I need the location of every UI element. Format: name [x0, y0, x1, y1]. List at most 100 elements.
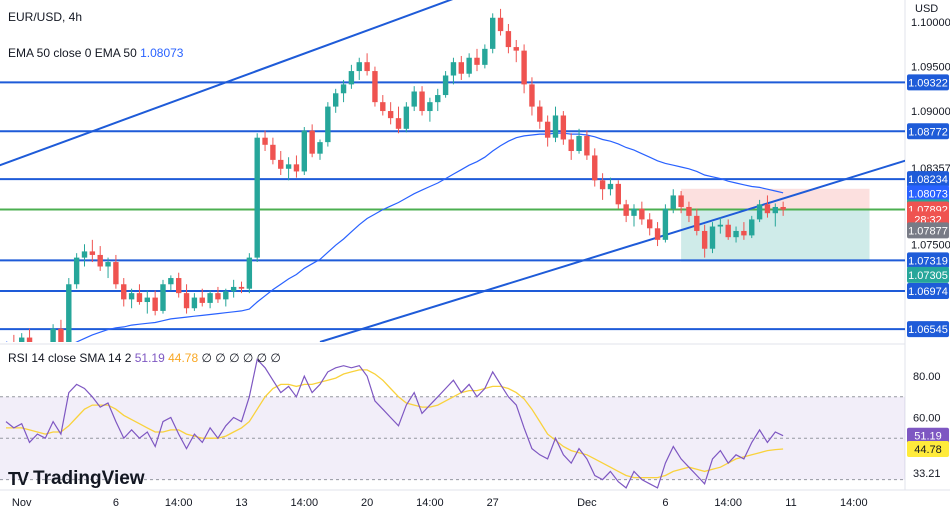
candle-body [490, 17, 496, 49]
candle-body [176, 278, 182, 294]
candle-body [121, 284, 127, 300]
candle [121, 278, 127, 307]
candle-body [529, 84, 535, 107]
candle [764, 195, 771, 218]
ema50-line [6, 132, 784, 342]
candle-body [372, 71, 378, 103]
rsi-line [5, 358, 784, 489]
rsi-tick-label: 60.00 [913, 413, 941, 425]
rsi-pane [0, 358, 905, 489]
candle [474, 48, 480, 72]
candle [113, 254, 119, 289]
time-tick-label: 14:00 [165, 497, 193, 509]
candle [73, 253, 80, 289]
candle-body [733, 230, 739, 238]
candle [356, 57, 362, 80]
candle [694, 208, 700, 236]
candle-body [741, 230, 747, 236]
candle-body [317, 142, 323, 154]
candle-body [474, 57, 480, 65]
candle [380, 95, 386, 116]
candle [701, 224, 708, 258]
time-tick-label: 14:00 [416, 497, 444, 509]
candle [552, 106, 559, 143]
candle [325, 102, 331, 147]
candle [183, 284, 190, 314]
candle [66, 278, 72, 342]
price-level-badge-bg [907, 74, 949, 91]
candle-body [678, 195, 684, 207]
candle [427, 97, 433, 122]
candle [615, 180, 621, 209]
candle [772, 203, 778, 227]
candle-body [584, 135, 590, 156]
time-tick-label: 20 [361, 497, 373, 509]
candle [458, 55, 464, 80]
rsi-legend[interactable]: RSI 14 close SMA 14 2 51.19 44.78 ∅ ∅ ∅ … [8, 351, 281, 365]
candle-body [482, 48, 488, 65]
candle [780, 201, 786, 216]
candle-body [238, 286, 245, 289]
price-level-badge-bg [907, 252, 949, 269]
candle-body [435, 95, 441, 103]
candle [215, 286, 221, 303]
candle [199, 288, 205, 307]
price-badge: 1.07305 [908, 270, 948, 282]
candle [576, 128, 582, 154]
candle-body [301, 130, 307, 172]
candle-body [254, 137, 260, 258]
candle [647, 213, 653, 236]
candle [136, 284, 143, 305]
candle-body [631, 208, 637, 216]
candle [717, 217, 724, 234]
candle [293, 155, 300, 178]
time-tick-label: 27 [487, 497, 499, 509]
candle [482, 44, 488, 69]
candle-body [694, 215, 700, 231]
candle-body [764, 204, 771, 214]
candle [607, 177, 614, 196]
candle [513, 39, 519, 63]
candle [372, 66, 378, 107]
candle [26, 328, 33, 342]
rsi-extra: ∅ ∅ ∅ ∅ ∅ ∅ [201, 351, 281, 365]
candle [537, 100, 543, 129]
candle-body [183, 293, 190, 309]
ema-label: EMA 50 close 0 EMA 50 [8, 46, 137, 60]
tradingview-brand[interactable]: TV TradingView [8, 468, 145, 490]
candle-body [647, 219, 653, 229]
candle [466, 53, 472, 78]
candle-body [81, 251, 88, 258]
candle [97, 246, 103, 271]
ema-legend[interactable]: EMA 50 close 0 EMA 50 1.08073 [8, 46, 183, 60]
price-badge-bg [907, 185, 949, 202]
candle [639, 201, 645, 225]
candle-body [544, 121, 551, 138]
price-badge-bg [907, 266, 949, 283]
candle [89, 239, 96, 263]
channel-lower-line [319, 159, 905, 342]
price-level-badge: 1.06974 [908, 286, 948, 298]
candle [309, 124, 315, 158]
candle-body [356, 62, 362, 72]
time-tick-label: 6 [113, 497, 119, 509]
candle [568, 133, 574, 160]
ema-value: 1.08073 [140, 46, 184, 60]
candle [301, 127, 307, 175]
candle-body [58, 328, 64, 342]
candle [262, 130, 268, 152]
candle-body [403, 106, 410, 129]
candle [490, 13, 496, 54]
price-tick-label: 1.10000 [911, 17, 950, 29]
candle-body [458, 62, 464, 74]
candle-body [136, 293, 143, 303]
currency-label: USD [915, 3, 938, 15]
candle-body [686, 206, 692, 216]
candle-body [701, 230, 708, 249]
candle-body [270, 144, 276, 160]
main-pane [0, 0, 905, 342]
price-level-badge-bg [907, 321, 949, 338]
candle-body [380, 102, 386, 112]
candle [756, 199, 763, 223]
